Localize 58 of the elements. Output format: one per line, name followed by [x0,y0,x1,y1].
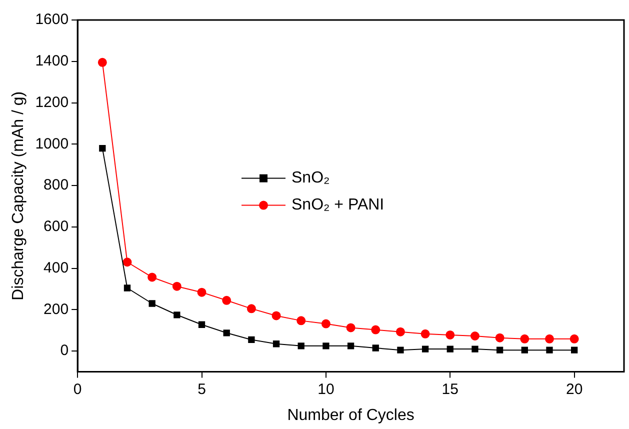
point [174,312,180,318]
point [546,346,553,354]
point [446,330,455,340]
point [420,329,430,338]
point [148,300,156,307]
y-axis-title: Discharge Capacity (mAh / g) [10,91,28,300]
point [496,346,504,354]
point [172,282,182,291]
y-tick-label: 1400 [35,52,69,70]
legend-label: SnO₂ + PANI [292,196,384,214]
y-tick-label: 800 [44,176,69,194]
y-tick-label: 200 [44,300,69,318]
point [222,296,232,305]
point [98,58,107,67]
point [321,319,330,328]
point [371,325,380,334]
point [99,144,106,152]
y-tick-label: 600 [44,218,69,236]
point [347,342,354,350]
y-tick-label: 1200 [35,94,69,111]
x-tick-label: 20 [566,380,583,398]
point [122,258,132,267]
point [322,342,330,350]
point [197,288,206,297]
point [544,334,554,344]
point [422,346,429,352]
point [397,346,404,354]
point [272,311,281,320]
x-tick-label: 0 [73,380,82,398]
point [223,330,230,336]
point [248,336,255,344]
point [296,316,306,326]
point [272,340,280,348]
point [446,346,454,352]
point [198,321,206,328]
point [520,334,530,344]
point [396,327,405,336]
point [570,346,578,354]
point [495,333,504,342]
point [372,344,379,352]
point [124,284,131,292]
y-tick-label: 1600 [35,11,69,28]
y-tick-label: 1000 [35,135,69,152]
point [521,346,528,354]
point [148,272,157,282]
x-axis-title: Number of Cycles [287,406,414,424]
legend-label: SnO₂ [292,170,330,187]
point [470,332,480,340]
y-tick-label: 0 [60,342,69,360]
point [346,323,356,332]
point [472,346,478,352]
point [298,342,304,350]
point [246,304,256,314]
x-tick-label: 5 [198,380,206,398]
x-tick-label: 15 [442,380,458,398]
point [570,334,579,344]
y-tick-label: 400 [44,259,69,276]
x-tick-label: 10 [318,380,334,398]
